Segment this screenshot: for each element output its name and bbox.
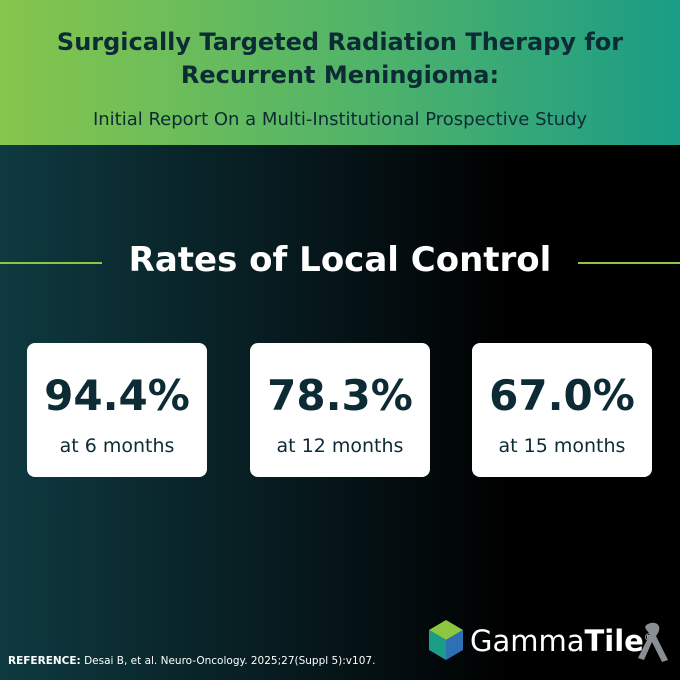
header: Surgically Targeted Radiation Therapy fo… xyxy=(0,0,680,145)
title: Surgically Targeted Radiation Therapy fo… xyxy=(56,28,624,56)
reference: REFERENCE: Desai B, et al. Neuro-Oncolog… xyxy=(8,655,375,667)
reference-label: REFERENCE: xyxy=(8,655,81,667)
stat-card: 67.0% at 15 months xyxy=(472,343,652,477)
stat-card: 78.3% at 12 months xyxy=(250,343,430,477)
ribbon xyxy=(638,622,668,662)
rule xyxy=(578,262,680,264)
stat-label: at 6 months xyxy=(59,435,175,457)
subtitle: Initial Report On a Multi-Institutional … xyxy=(92,109,588,130)
stat-value: 67.0% xyxy=(489,371,635,420)
stat-label: at 15 months xyxy=(498,435,626,457)
stat-label: at 12 months xyxy=(276,435,404,457)
reference-text: Desai B, et al. Neuro-Oncology. 2025;27(… xyxy=(84,655,376,667)
rule xyxy=(0,262,102,264)
stat-value: 78.3% xyxy=(267,371,413,420)
stat-value: 94.4% xyxy=(44,371,190,420)
logo-icon xyxy=(429,620,463,660)
logo-text: Tile xyxy=(584,624,644,658)
logo-text: Gamma xyxy=(470,624,585,658)
section-heading: Rates of Local Control xyxy=(128,240,552,280)
stat-card: 94.4% at 6 months xyxy=(27,343,207,477)
logo: GammaTile® xyxy=(470,624,654,658)
title: Recurrent Meningioma: xyxy=(180,61,500,89)
